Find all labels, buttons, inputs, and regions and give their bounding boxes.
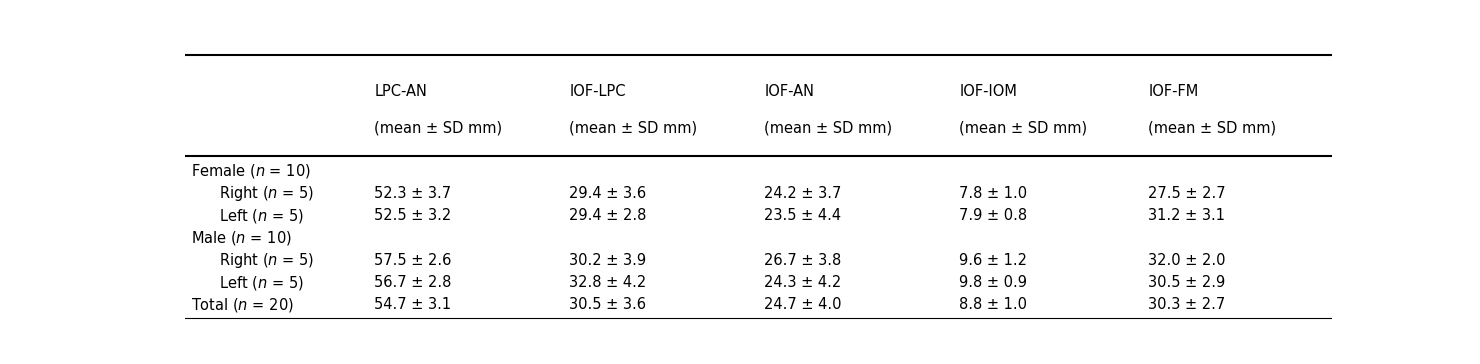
Text: 29.4 ± 2.8: 29.4 ± 2.8 bbox=[570, 209, 647, 223]
Text: 24.7 ± 4.0: 24.7 ± 4.0 bbox=[764, 297, 842, 312]
Text: (mean ± SD mm): (mean ± SD mm) bbox=[959, 120, 1088, 135]
Text: 24.3 ± 4.2: 24.3 ± 4.2 bbox=[764, 275, 842, 290]
Text: Total ($n$ = 20): Total ($n$ = 20) bbox=[191, 296, 293, 314]
Text: 7.9 ± 0.8: 7.9 ± 0.8 bbox=[959, 209, 1027, 223]
Text: 9.6 ± 1.2: 9.6 ± 1.2 bbox=[959, 253, 1027, 268]
Text: 52.5 ± 3.2: 52.5 ± 3.2 bbox=[374, 209, 451, 223]
Text: IOF-IOM: IOF-IOM bbox=[959, 84, 1017, 99]
Text: 24.2 ± 3.7: 24.2 ± 3.7 bbox=[764, 186, 842, 201]
Text: 30.5 ± 3.6: 30.5 ± 3.6 bbox=[570, 297, 647, 312]
Text: IOF-AN: IOF-AN bbox=[764, 84, 814, 99]
Text: 54.7 ± 3.1: 54.7 ± 3.1 bbox=[374, 297, 451, 312]
Text: Right ($n$ = 5): Right ($n$ = 5) bbox=[219, 184, 315, 203]
Text: (mean ± SD mm): (mean ± SD mm) bbox=[1148, 120, 1277, 135]
Text: 32.0 ± 2.0: 32.0 ± 2.0 bbox=[1148, 253, 1225, 268]
Text: Left ($n$ = 5): Left ($n$ = 5) bbox=[219, 207, 305, 225]
Text: 30.5 ± 2.9: 30.5 ± 2.9 bbox=[1148, 275, 1225, 290]
Text: 31.2 ± 3.1: 31.2 ± 3.1 bbox=[1148, 209, 1225, 223]
Text: Male ($n$ = 10): Male ($n$ = 10) bbox=[191, 229, 292, 247]
Text: 30.3 ± 2.7: 30.3 ± 2.7 bbox=[1148, 297, 1225, 312]
Text: 57.5 ± 2.6: 57.5 ± 2.6 bbox=[374, 253, 451, 268]
Text: 23.5 ± 4.4: 23.5 ± 4.4 bbox=[764, 209, 841, 223]
Text: (mean ± SD mm): (mean ± SD mm) bbox=[764, 120, 892, 135]
Text: 7.8 ± 1.0: 7.8 ± 1.0 bbox=[959, 186, 1027, 201]
Text: 9.8 ± 0.9: 9.8 ± 0.9 bbox=[959, 275, 1027, 290]
Text: 30.2 ± 3.9: 30.2 ± 3.9 bbox=[570, 253, 647, 268]
Text: (mean ± SD mm): (mean ± SD mm) bbox=[374, 120, 502, 135]
Text: 32.8 ± 4.2: 32.8 ± 4.2 bbox=[570, 275, 647, 290]
Text: 27.5 ± 2.7: 27.5 ± 2.7 bbox=[1148, 186, 1225, 201]
Text: 8.8 ± 1.0: 8.8 ± 1.0 bbox=[959, 297, 1027, 312]
Text: Female ($n$ = 10): Female ($n$ = 10) bbox=[191, 162, 311, 181]
Text: IOF-LPC: IOF-LPC bbox=[570, 84, 626, 99]
Text: LPC-AN: LPC-AN bbox=[374, 84, 428, 99]
Text: Left ($n$ = 5): Left ($n$ = 5) bbox=[219, 274, 305, 292]
Text: (mean ± SD mm): (mean ± SD mm) bbox=[570, 120, 697, 135]
Text: 29.4 ± 3.6: 29.4 ± 3.6 bbox=[570, 186, 647, 201]
Text: 52.3 ± 3.7: 52.3 ± 3.7 bbox=[374, 186, 451, 201]
Text: IOF-FM: IOF-FM bbox=[1148, 84, 1199, 99]
Text: 56.7 ± 2.8: 56.7 ± 2.8 bbox=[374, 275, 451, 290]
Text: 26.7 ± 3.8: 26.7 ± 3.8 bbox=[764, 253, 842, 268]
Text: Right ($n$ = 5): Right ($n$ = 5) bbox=[219, 251, 315, 270]
